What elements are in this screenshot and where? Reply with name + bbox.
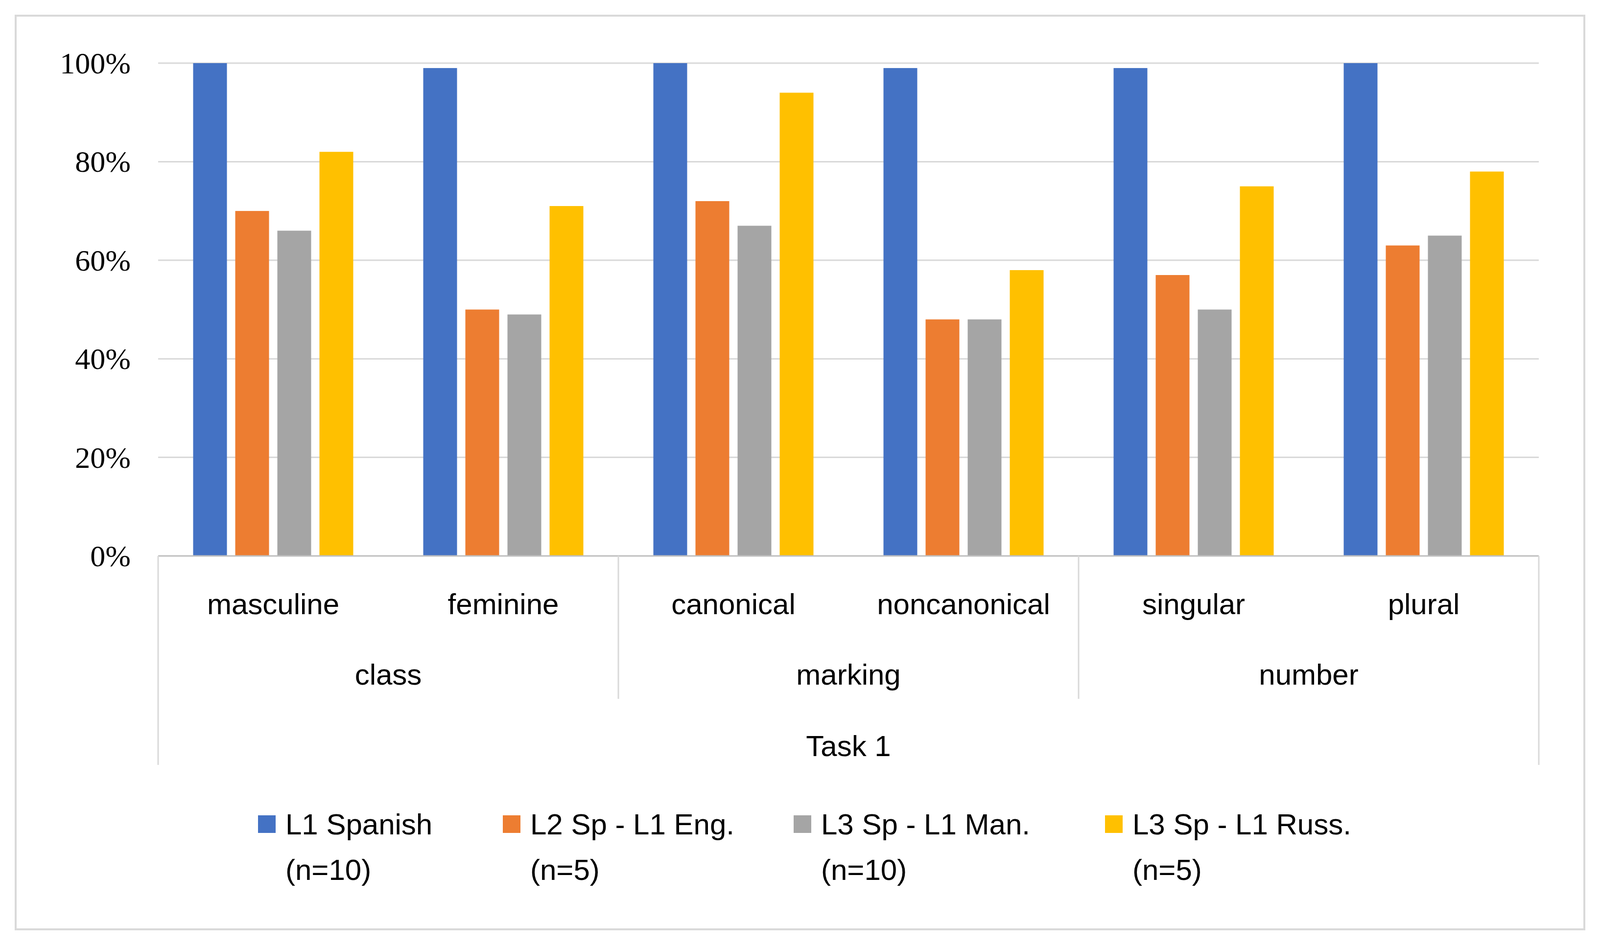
bar	[235, 211, 270, 557]
legend-swatch	[502, 815, 521, 834]
legend-label-line: L3 Sp - L1 Russ.	[1132, 808, 1352, 842]
x-axis-label: Task 1	[805, 729, 891, 763]
bar	[1198, 309, 1232, 557]
bar	[1343, 63, 1378, 557]
y-tick-label: 60%	[74, 243, 131, 278]
x-axis	[158, 555, 1539, 558]
legend-label-line: (n=5)	[1132, 853, 1202, 887]
group-label: class	[354, 658, 423, 692]
chart-border	[15, 15, 1585, 930]
bar	[1470, 171, 1505, 557]
legend-label-line: L2 Sp - L1 Eng.	[530, 808, 735, 842]
legend-label: L3 Sp - L1 Man. (n=10)	[821, 808, 1031, 887]
legend-label-line: (n=10)	[821, 853, 907, 887]
grid-line	[158, 161, 1539, 163]
bar	[925, 319, 960, 557]
y-tick-label: 100%	[59, 46, 131, 80]
bar	[883, 68, 918, 557]
bar	[737, 225, 772, 557]
y-tick-label: 0%	[90, 539, 131, 573]
chart: 0% 20% 40% 60% 80% 100% masculine feminine canon…	[0, 0, 1600, 945]
y-tick-label: 80%	[74, 144, 131, 179]
y-tick-label: 40%	[74, 342, 131, 376]
bar	[779, 92, 814, 557]
x-tick-label: singular	[1142, 588, 1246, 621]
bar	[465, 309, 500, 557]
bar	[1010, 270, 1044, 557]
legend-label: L2 Sp - L1 Eng. (n=5)	[530, 808, 735, 887]
axis-separator	[1538, 556, 1540, 766]
bar	[193, 63, 228, 557]
legend-label-line: (n=10)	[285, 853, 372, 887]
legend-label-line: (n=5)	[530, 853, 600, 887]
grid-line	[158, 259, 1539, 261]
bar	[319, 151, 354, 557]
bar	[695, 201, 730, 557]
group-label: marking	[796, 658, 901, 692]
bar	[1155, 275, 1190, 557]
legend-label: L1 Spanish (n=10)	[285, 808, 433, 887]
bar	[967, 319, 1002, 557]
axis-separator	[157, 556, 160, 766]
x-tick-label: plural	[1388, 588, 1460, 621]
group-separator	[617, 556, 620, 700]
bar	[277, 230, 312, 557]
group-separator	[1078, 556, 1080, 700]
bar	[423, 68, 458, 557]
y-tick-label: 20%	[74, 441, 131, 475]
bar	[549, 206, 584, 557]
x-tick-label: masculine	[207, 588, 340, 621]
grid-line	[158, 358, 1539, 360]
legend-swatch	[793, 815, 812, 834]
bar	[1240, 186, 1274, 557]
grid-line	[158, 456, 1539, 459]
bar	[1113, 68, 1148, 557]
grid-line	[158, 62, 1539, 65]
bar	[1386, 245, 1420, 557]
legend-label-line: L1 Spanish	[285, 808, 433, 842]
bar	[1428, 235, 1462, 557]
legend-swatch	[1105, 815, 1123, 834]
x-tick-label: noncanonical	[876, 588, 1051, 621]
legend-swatch	[258, 815, 276, 834]
legend-label: L3 Sp - L1 Russ. (n=5)	[1132, 808, 1352, 887]
bars	[193, 63, 1505, 557]
bar	[507, 314, 542, 557]
x-tick-label: canonical	[671, 588, 796, 621]
legend-label-line: L3 Sp - L1 Man.	[821, 808, 1031, 842]
group-label: number	[1258, 658, 1359, 692]
bar	[653, 63, 688, 557]
x-tick-label: feminine	[447, 588, 560, 621]
